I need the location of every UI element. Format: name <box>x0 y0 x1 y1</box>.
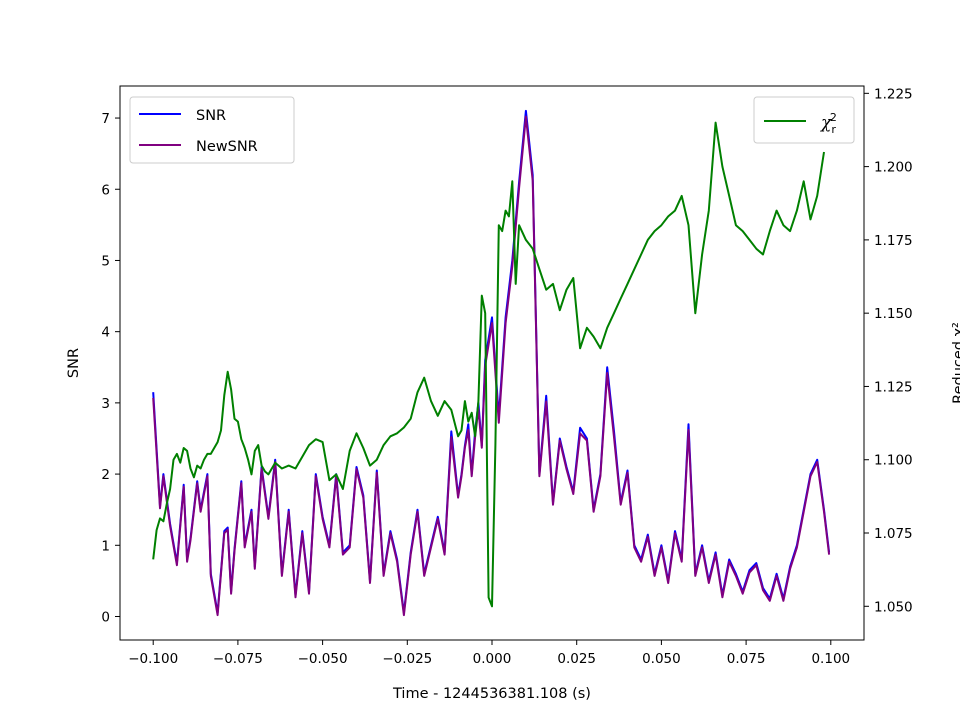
x-tick-label: −0.075 <box>213 651 263 667</box>
y2-tick-label: 1.225 <box>874 86 913 102</box>
y2-axis-label: Reduced χ² <box>951 322 960 404</box>
y-tick-label: 0 <box>101 610 110 626</box>
y2-tick-label: 1.125 <box>874 379 913 395</box>
x-tick-label: 0.075 <box>727 651 766 667</box>
y-tick-label: 1 <box>101 538 110 554</box>
series-line-newsnr <box>152 115 831 617</box>
y-axis-right: 1.050 1.075 1.100 1.125 1.150 1.175 1.200 1.225 <box>864 86 913 615</box>
y2-tick-label: 1.075 <box>874 526 913 542</box>
y-tick-label: 3 <box>101 396 110 412</box>
y-axis-left: 0 1 2 3 4 5 6 7 <box>101 111 120 626</box>
legend-label-newsnr: NewSNR <box>196 139 258 155</box>
x-tick-label: 0.050 <box>642 651 681 667</box>
x-tick-label: −0.100 <box>128 651 178 667</box>
y-tick-label: 4 <box>101 325 110 341</box>
legend-left: SNR NewSNR <box>129 96 295 164</box>
x-axis: −0.100 −0.075 −0.050 −0.025 0.000 0.025 0.050 0… <box>128 640 850 667</box>
y-axis-label: SNR <box>66 348 82 378</box>
legend-label-chi2: χr2 <box>820 111 837 136</box>
y2-tick-label: 1.100 <box>874 453 913 469</box>
y2-tick-label: 1.050 <box>874 599 913 615</box>
y-tick-label: 5 <box>101 253 110 269</box>
legend-label-snr: SNR <box>196 108 226 124</box>
series-line-chi2 <box>152 121 825 608</box>
y2-tick-label: 1.150 <box>874 306 913 322</box>
y-tick-label: 7 <box>101 111 110 127</box>
x-tick-label: −0.025 <box>382 651 432 667</box>
x-tick-label: 0.025 <box>557 651 596 667</box>
plot-area <box>152 109 831 617</box>
legend-right: χr2 <box>753 96 855 144</box>
y2-tick-label: 1.175 <box>874 233 913 249</box>
y2-tick-label: 1.200 <box>874 160 913 176</box>
x-tick-label: 0.100 <box>811 651 850 667</box>
y-tick-label: 6 <box>101 182 110 198</box>
x-tick-label: −0.050 <box>298 651 348 667</box>
x-tick-label: 0.000 <box>473 651 512 667</box>
y-tick-label: 2 <box>101 467 110 483</box>
x-axis-label: Time - 1244536381.108 (s) <box>392 686 591 702</box>
